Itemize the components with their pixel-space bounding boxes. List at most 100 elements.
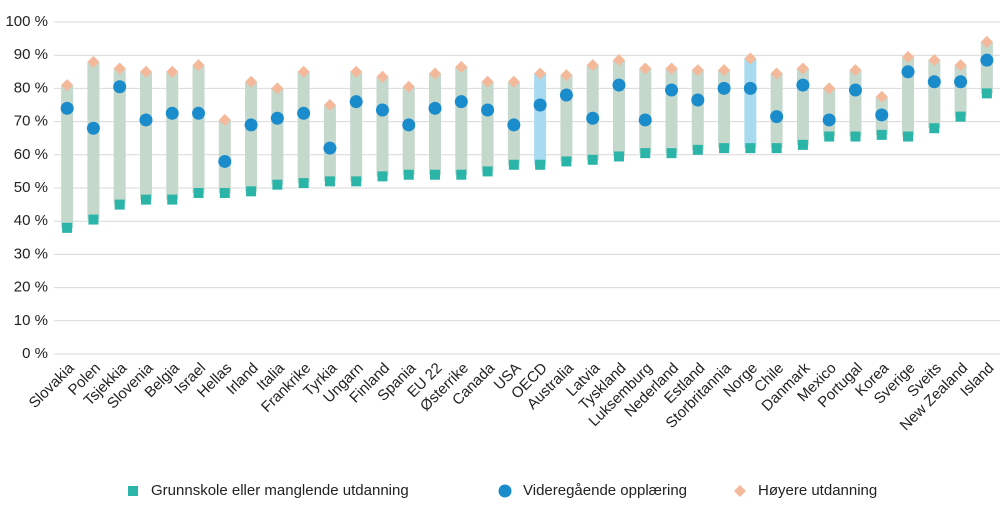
diamond-marker (87, 55, 100, 68)
circle-marker (375, 103, 389, 117)
square-marker (719, 143, 730, 154)
diamond-marker (770, 67, 783, 80)
range-bar (481, 81, 494, 172)
legend-marker (498, 484, 512, 498)
y-tick-label: 20 % (14, 279, 48, 296)
circle-marker (244, 118, 258, 132)
circle-marker (796, 78, 810, 92)
diamond-marker (875, 90, 888, 103)
diamond-marker (586, 59, 599, 72)
circle-marker (533, 98, 547, 112)
diamond-marker (928, 54, 941, 67)
range-bar (245, 81, 258, 192)
square-marker (797, 139, 808, 150)
circle-marker (927, 75, 941, 89)
diamond-marker (639, 62, 652, 75)
legend-marker (734, 485, 746, 497)
y-tick-label: 60 % (14, 146, 48, 163)
square-marker (824, 131, 835, 142)
range-bar (691, 70, 704, 150)
circle-marker (559, 88, 573, 102)
square-marker (666, 148, 677, 159)
diamond-marker (166, 65, 179, 78)
circle-marker (454, 95, 468, 109)
diamond-marker (718, 64, 731, 77)
square-marker (876, 129, 887, 140)
y-tick-label: 50 % (14, 179, 48, 196)
y-tick-label: 40 % (14, 212, 48, 229)
diamond-marker (823, 82, 836, 95)
range-bar (139, 71, 152, 200)
circle-marker (165, 106, 179, 120)
circle-marker (218, 154, 232, 168)
diamond-marker (796, 62, 809, 75)
range-bar (612, 60, 625, 157)
square-marker (114, 199, 125, 210)
diamond-marker (744, 52, 757, 65)
range-bar (744, 58, 757, 149)
y-tick-label: 70 % (14, 113, 48, 130)
legend-marker (128, 486, 138, 496)
diamond-marker (429, 67, 442, 80)
circle-marker (270, 111, 284, 125)
diamond-marker (245, 75, 258, 88)
circle-marker (901, 65, 915, 79)
square-marker (219, 187, 230, 198)
square-marker (88, 214, 99, 225)
range-bar (534, 73, 547, 165)
diamond-marker (402, 80, 415, 93)
circle-marker (770, 110, 784, 124)
range-bar (297, 71, 310, 184)
range-bar (271, 88, 284, 185)
legend-label: Grunnskole eller manglende utdanning (151, 482, 409, 499)
diamond-marker (954, 59, 967, 72)
circle-marker (349, 95, 363, 109)
diamond-marker (297, 65, 310, 78)
circle-marker (586, 111, 600, 125)
range-bar (429, 73, 442, 175)
square-marker (482, 166, 493, 177)
diamond-marker (534, 67, 547, 80)
square-marker (981, 88, 992, 99)
circle-marker (402, 118, 416, 132)
diamond-marker (376, 70, 389, 83)
range-bar (113, 68, 126, 205)
circle-marker (717, 81, 731, 95)
circle-marker (481, 103, 495, 117)
range-bar (455, 66, 468, 175)
circle-marker (60, 101, 74, 115)
square-marker (561, 156, 572, 167)
square-marker (140, 194, 151, 205)
diamond-marker (113, 62, 126, 75)
square-marker (771, 143, 782, 154)
range-bar (560, 75, 573, 162)
circle-marker (192, 106, 206, 120)
legend-label: Videregående opplæring (523, 482, 687, 499)
diamond-marker (323, 99, 336, 111)
diamond-marker (507, 75, 520, 88)
range-bar (665, 68, 678, 154)
circle-marker (297, 106, 311, 120)
square-marker (508, 159, 519, 170)
square-marker (745, 143, 756, 154)
square-marker (955, 111, 966, 122)
range-bar (980, 41, 993, 94)
diamond-marker (980, 35, 993, 48)
range-bar (954, 65, 967, 117)
circle-marker (507, 118, 521, 132)
circle-marker (139, 113, 153, 127)
range-bar (823, 88, 836, 137)
circle-marker (743, 81, 757, 95)
square-marker (640, 148, 651, 159)
diamond-marker (139, 65, 152, 78)
circle-marker (875, 108, 889, 122)
diamond-marker (665, 62, 678, 75)
y-tick-label: 30 % (14, 245, 48, 262)
diamond-marker (612, 54, 625, 67)
range-bar (849, 70, 862, 137)
y-tick-label: 80 % (14, 79, 48, 96)
square-marker (903, 131, 914, 142)
diamond-marker (192, 59, 205, 72)
square-marker (298, 178, 309, 189)
